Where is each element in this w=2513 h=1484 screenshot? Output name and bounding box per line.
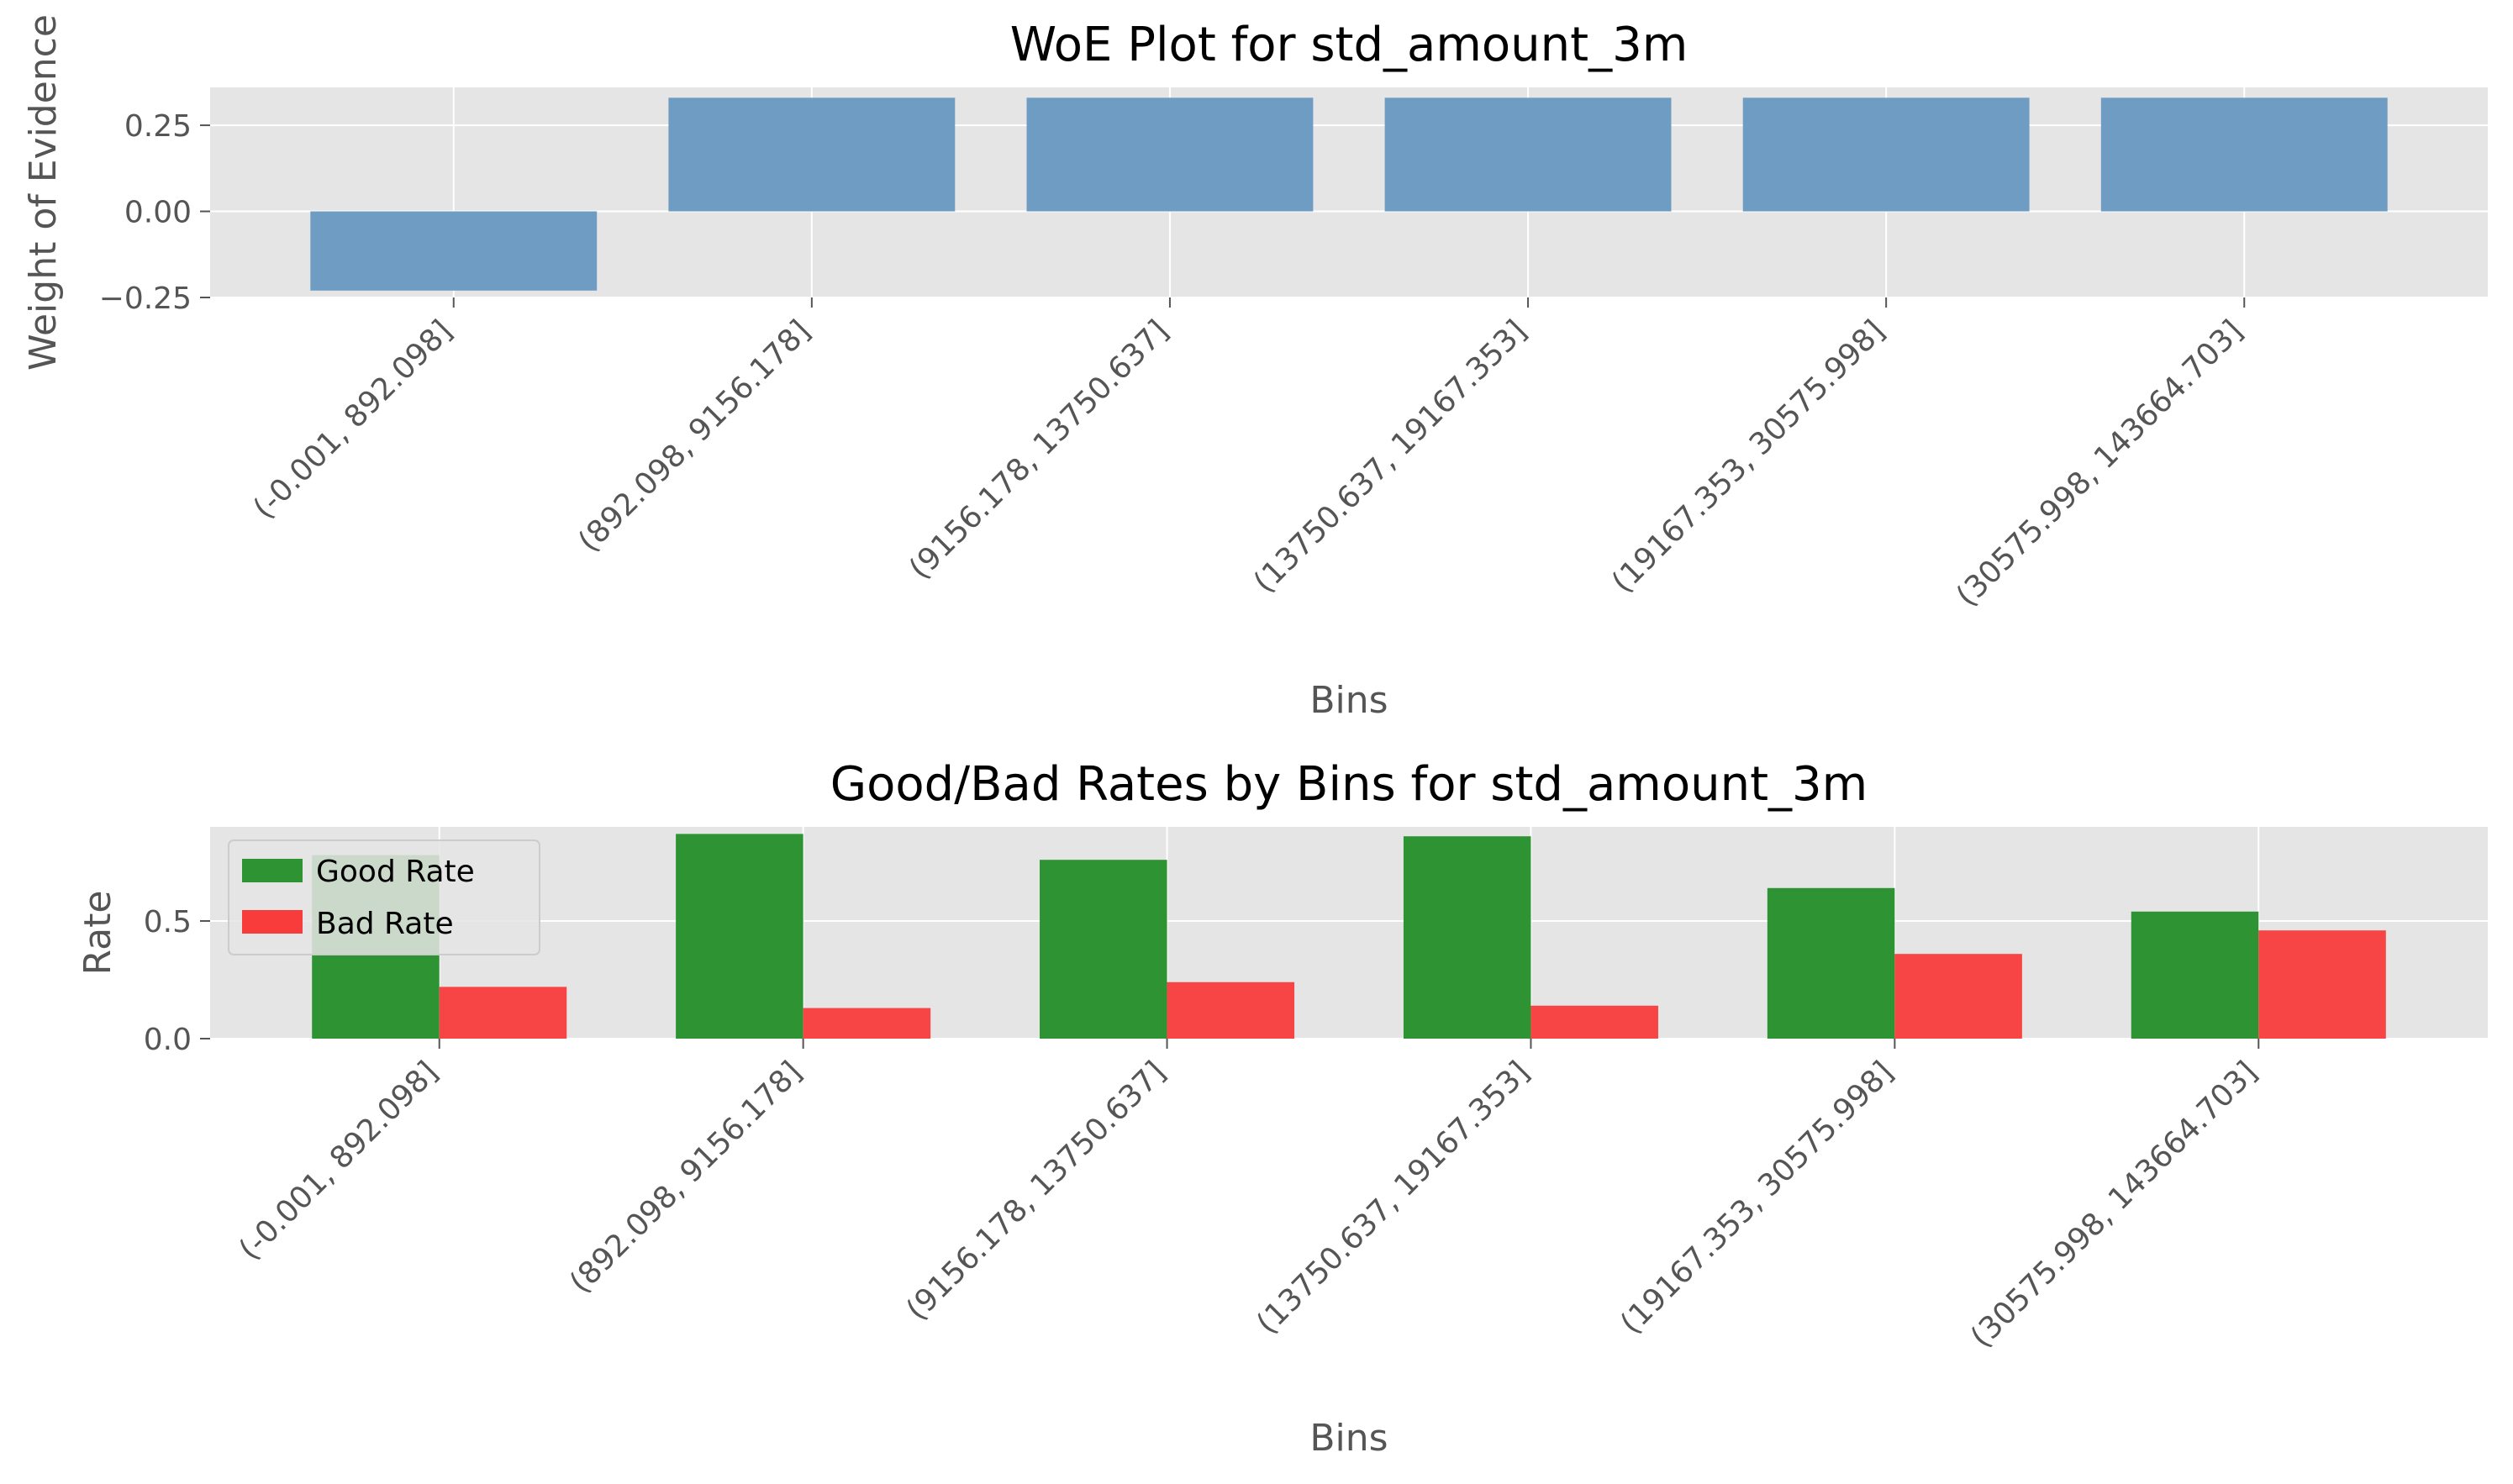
bad-rate-bar bbox=[1167, 981, 1295, 1039]
bad-rate-bar bbox=[1894, 954, 2022, 1039]
woe-x-tick-label: (892.098, 9156.178] bbox=[572, 313, 817, 559]
bad-rate-bar bbox=[2258, 930, 2386, 1039]
rates-chart-title: Good/Bad Rates by Bins for std_amount_3m bbox=[830, 757, 1868, 812]
legend-swatch-bad bbox=[242, 910, 303, 934]
good-rate-bar bbox=[1040, 860, 1167, 1039]
rates-y-axis-label: Rate bbox=[76, 891, 119, 976]
woe-x-tick-label: (9156.178, 13750.637] bbox=[903, 313, 1175, 586]
good-rate-bar bbox=[2131, 911, 2259, 1039]
bad-rate-bar bbox=[439, 987, 567, 1039]
rates-x-tick-label: (9156.178, 13750.637] bbox=[900, 1055, 1172, 1327]
good-rate-bar bbox=[1767, 887, 1895, 1039]
rates-chart: 0.0 0.5 (-0.001, 892.098] (892.098, 9156.1… bbox=[76, 757, 2488, 1460]
woe-bar bbox=[1026, 97, 1314, 212]
rates-x-tick-label: (19167.353, 30575.998] bbox=[1614, 1055, 1899, 1340]
rates-x-ticks: (-0.001, 892.098] (892.098, 9156.178] (915… bbox=[233, 1039, 2264, 1355]
woe-bar bbox=[668, 97, 956, 212]
legend-label-good: Good Rate bbox=[316, 855, 475, 889]
legend-label-bad: Bad Rate bbox=[316, 907, 454, 941]
rates-y-ticks: 0.0 0.5 bbox=[144, 905, 210, 1057]
legend-frame bbox=[228, 839, 540, 955]
woe-bars bbox=[310, 97, 2388, 291]
rates-x-axis-label: Bins bbox=[1309, 1417, 1388, 1460]
rates-plot-area bbox=[210, 827, 2488, 1039]
bad-rate-bar bbox=[1530, 1005, 1658, 1039]
woe-x-tick-label: (30575.998, 143664.703] bbox=[1950, 313, 2250, 613]
woe-y-tick-label: 0.00 bbox=[124, 196, 192, 230]
woe-bar bbox=[2100, 97, 2388, 212]
woe-y-tick-label: −0.25 bbox=[99, 282, 192, 316]
woe-chart-title: WoE Plot for std_amount_3m bbox=[1010, 18, 1689, 72]
rates-y-tick-label: 0.0 bbox=[144, 1023, 192, 1057]
woe-bar bbox=[1384, 97, 1672, 212]
bad-rate-bar bbox=[803, 1008, 931, 1039]
rates-y-tick-label: 0.5 bbox=[144, 905, 192, 939]
woe-y-axis-label: Weight of Evidence bbox=[22, 14, 65, 371]
woe-chart: −0.25 0.00 0.25 (-0.001, 892.098] (892.098,… bbox=[22, 14, 2488, 722]
rates-x-tick-label: (30575.998, 143664.703] bbox=[1964, 1055, 2264, 1355]
good-rate-bar bbox=[676, 834, 803, 1039]
rates-legend: Good Rate Bad Rate bbox=[228, 839, 540, 955]
legend-swatch-good bbox=[242, 859, 303, 882]
woe-y-ticks: −0.25 0.00 0.25 bbox=[99, 109, 210, 316]
woe-y-tick-label: 0.25 bbox=[124, 109, 192, 144]
woe-x-axis-label: Bins bbox=[1309, 679, 1388, 722]
woe-x-tick-label: (-0.001, 892.098] bbox=[247, 313, 459, 525]
good-rate-bar bbox=[1403, 836, 1531, 1039]
rates-x-tick-label: (892.098, 9156.178] bbox=[563, 1055, 809, 1300]
woe-bar bbox=[1742, 97, 2030, 212]
woe-x-tick-label: (19167.353, 30575.998] bbox=[1605, 313, 1891, 599]
woe-x-ticks: (-0.001, 892.098] (892.098, 9156.178] (915… bbox=[247, 297, 2250, 613]
rates-x-tick-label: (-0.001, 892.098] bbox=[233, 1055, 445, 1266]
woe-x-tick-label: (13750.637, 19167.353] bbox=[1247, 313, 1533, 599]
rates-x-tick-label: (13750.637, 19167.353] bbox=[1250, 1055, 1536, 1340]
woe-bar bbox=[310, 211, 598, 291]
